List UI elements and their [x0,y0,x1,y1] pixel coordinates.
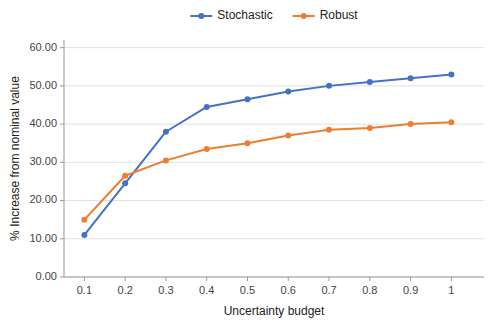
series-point [448,119,454,125]
grid-line [64,162,484,163]
series-point [326,83,332,89]
x-tick-label: 0.8 [362,284,377,296]
series-point [367,79,373,85]
y-tick [60,162,64,163]
series-line [84,122,451,219]
y-tick [60,200,64,201]
y-tick [60,85,64,86]
x-tick [451,277,452,281]
grid-line [64,85,484,86]
x-tick-label: 0.6 [281,284,296,296]
x-axis-label: Uncertainty budget [224,304,325,318]
y-axis-line [64,40,65,277]
legend-item: Robust [293,8,359,22]
series-point [163,129,169,135]
y-tick-label: 20.00 [29,193,57,205]
plot-area [81,71,454,238]
x-tick [288,277,289,281]
series-point [244,140,250,146]
y-tick [60,124,64,125]
grid-line [64,200,484,201]
series-point [408,121,414,127]
x-tick-label: 0.7 [321,284,336,296]
y-tick-label: 50.00 [29,79,57,91]
series-point [81,232,87,238]
y-tick-label: 30.00 [29,155,57,167]
chart: 0.00 10.00 20.00 30.00 40.00 50.00 60.00 0.1 0.2… [0,0,500,323]
grid-line [64,277,484,278]
legend: Stochastic Robust [190,8,358,22]
legend-item: Stochastic [190,8,272,22]
y-tick-label: 0.00 [36,270,57,282]
series-point [285,133,291,139]
series-line [84,74,451,235]
x-tick [247,277,248,281]
x-tick-label: 0.5 [240,284,255,296]
x-tick-label: 1 [448,284,454,296]
series-point [204,146,210,152]
x-tick [206,277,207,281]
y-tick-label: 10.00 [29,232,57,244]
x-tick [369,277,370,281]
legend-label: Stochastic [217,8,272,22]
series-point [122,180,128,186]
legend-label: Robust [320,8,359,22]
x-tick-label: 0.1 [77,284,92,296]
y-axis-label: % Increase from nominal value [8,76,22,241]
series-point [122,173,128,179]
series-point [408,75,414,81]
legend-marker [301,13,307,19]
grid-line [64,238,484,239]
series-point [244,96,250,102]
x-tick [125,277,126,281]
series-point [285,89,291,95]
y-tick [60,238,64,239]
x-tick-label: 0.9 [403,284,418,296]
series-point [448,71,454,77]
x-tick [410,277,411,281]
y-tick [60,277,64,278]
series-point [81,217,87,223]
x-tick-label: 0.3 [158,284,173,296]
y-tick-label: 40.00 [29,117,57,129]
x-tick-label: 0.4 [199,284,214,296]
series-point [163,157,169,163]
legend-marker [198,13,204,19]
y-tick-label: 60.00 [29,41,57,53]
series-point [326,127,332,133]
y-tick [60,47,64,48]
x-tick-label: 0.2 [118,284,133,296]
x-tick [165,277,166,281]
axes: 0.00 10.00 20.00 30.00 40.00 50.00 60.00 0.1 0.2… [29,40,484,296]
x-tick [329,277,330,281]
x-tick [84,277,85,281]
x-axis-line [64,277,484,278]
series-point [367,125,373,131]
series-point [204,104,210,110]
grid-line [64,47,484,48]
